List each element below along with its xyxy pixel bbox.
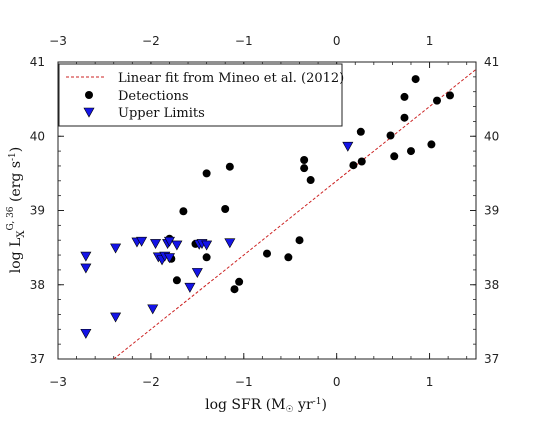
detection-point <box>300 164 309 173</box>
x-tick-label: −3 <box>49 375 67 389</box>
upper-limit-point <box>342 141 354 152</box>
detection-point <box>432 96 441 105</box>
detection-point <box>349 161 358 170</box>
detection-point <box>225 162 234 171</box>
detection-point <box>172 276 181 285</box>
y-tick-label: 39 <box>30 204 45 218</box>
fit-line-group <box>113 69 477 360</box>
detection-point <box>357 157 366 166</box>
x-tick-label: 0 <box>333 375 341 389</box>
detection-point <box>179 207 188 216</box>
x-tick-label-top: −1 <box>235 34 253 48</box>
legend-upper-limit-marker <box>83 107 95 118</box>
detection-point <box>221 205 230 214</box>
legend-detection-label: Detections <box>118 89 189 104</box>
x-tick-label-top: 0 <box>333 34 341 48</box>
upper-limit-point <box>163 236 175 247</box>
legend-box <box>58 63 343 127</box>
x-tick-label: −2 <box>142 375 160 389</box>
y-axis-label: log LXG, 36 (erg s-1) <box>6 147 27 274</box>
upper-limit-point <box>147 304 159 315</box>
detection-point <box>202 169 211 178</box>
x-tick-label: 1 <box>426 375 434 389</box>
y-tick-label: 41 <box>30 55 45 69</box>
detection-point <box>356 127 365 136</box>
detection-point <box>445 91 454 100</box>
detection-point <box>230 285 239 294</box>
x-tick-label-top: −2 <box>142 34 160 48</box>
detection-point <box>284 253 293 262</box>
upper-limit-point <box>163 253 175 264</box>
upper-limit-point <box>191 268 203 278</box>
upper-limit-point <box>80 251 92 262</box>
upper-limit-point <box>171 240 183 251</box>
upper-limit-point <box>201 240 213 251</box>
axes: −3 −3 −2 −2 −1 −1 0 0 1 1 37 37 38 38 39 39 40 40 41 41 <box>30 34 500 389</box>
legend-upper-limit-label: Upper Limits <box>118 106 205 121</box>
legend-detection-marker <box>85 91 93 99</box>
detection-point <box>295 236 304 245</box>
upper-limit-point <box>80 263 92 274</box>
detection-point <box>386 131 395 140</box>
detection-point <box>400 92 409 101</box>
x-axis-label: log SFR (M☉ yr-1) <box>205 397 327 415</box>
detection-point <box>202 253 211 262</box>
upper-limit-point <box>110 243 122 254</box>
detection-point <box>235 277 244 286</box>
y-tick-label-right: 40 <box>484 129 499 143</box>
y-tick-label-right: 37 <box>484 352 499 366</box>
y-tick-label-right: 39 <box>484 204 499 218</box>
upper-limit-point <box>110 312 122 323</box>
y-tick-label-right: 41 <box>484 55 499 69</box>
upper-limit-point <box>184 282 196 293</box>
y-tick-label-right: 38 <box>484 278 499 292</box>
x-tick-label-top: 1 <box>426 34 434 48</box>
upper-limit-point <box>80 328 92 339</box>
points-group <box>80 75 454 339</box>
detection-point <box>400 113 409 122</box>
y-tick-label: 38 <box>30 278 45 292</box>
legend-fit-label: Linear fit from Mineo et al. (2012) <box>118 71 344 86</box>
detection-point <box>411 75 420 84</box>
detection-point <box>406 147 415 156</box>
legend: Linear fit from Mineo et al. (2012) Dete… <box>58 63 344 127</box>
fit-line <box>113 69 477 360</box>
upper-limit-point <box>224 238 236 249</box>
y-tick-label: 37 <box>30 352 45 366</box>
x-tick-label-top: −3 <box>49 34 67 48</box>
detection-point <box>300 156 309 165</box>
detection-point <box>306 176 315 185</box>
x-tick-label: −1 <box>235 375 253 389</box>
y-tick-label: 40 <box>30 129 45 143</box>
upper-limit-point <box>150 239 162 250</box>
upper-limit-point <box>136 236 148 247</box>
detection-point <box>263 249 271 258</box>
detection-point <box>390 152 399 161</box>
detection-point <box>427 140 436 149</box>
